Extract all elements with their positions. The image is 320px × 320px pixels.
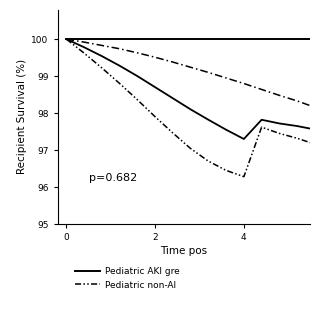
Legend: Pediatric AKI gre, Pediatric non-AI: Pediatric AKI gre, Pediatric non-AI	[75, 267, 179, 290]
Text: p=0.682: p=0.682	[89, 173, 137, 183]
X-axis label: Time pos: Time pos	[160, 246, 208, 256]
Y-axis label: Recipient Survival (%): Recipient Survival (%)	[17, 59, 27, 174]
